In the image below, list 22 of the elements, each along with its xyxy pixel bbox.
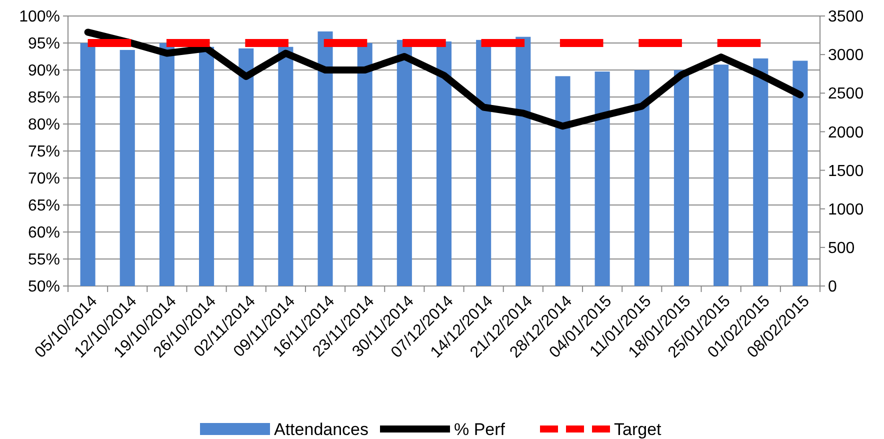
y2-tick-label: 500 [828, 240, 855, 258]
y2-tick-label: 3500 [828, 8, 864, 26]
y-tick-label: 55% [28, 252, 60, 269]
y-tick-label: 90% [28, 62, 60, 80]
legend-label: % Perf [454, 420, 506, 439]
y2-tick-label: 3000 [828, 47, 864, 64]
y-tick-label: 75% [28, 144, 60, 161]
y2-tick-label: 0 [828, 278, 837, 296]
y2-tick-label: 2000 [828, 124, 864, 142]
legend-label: Target [614, 420, 662, 439]
y-tick-label: 60% [28, 224, 60, 242]
legend-label: Attendances [274, 420, 369, 439]
y2-tick-label: 2500 [828, 86, 864, 103]
y-tick-label: 100% [19, 8, 60, 26]
y-tick-label: 70% [28, 170, 60, 188]
y-tick-label: 95% [28, 36, 60, 53]
y-tick-label: 80% [28, 116, 60, 134]
y-tick-label: 50% [28, 278, 60, 296]
y2-tick-label: 1000 [828, 201, 864, 218]
y-tick-label: 65% [28, 198, 60, 215]
y-tick-label: 85% [28, 90, 60, 107]
y2-tick-label: 1500 [828, 162, 864, 180]
